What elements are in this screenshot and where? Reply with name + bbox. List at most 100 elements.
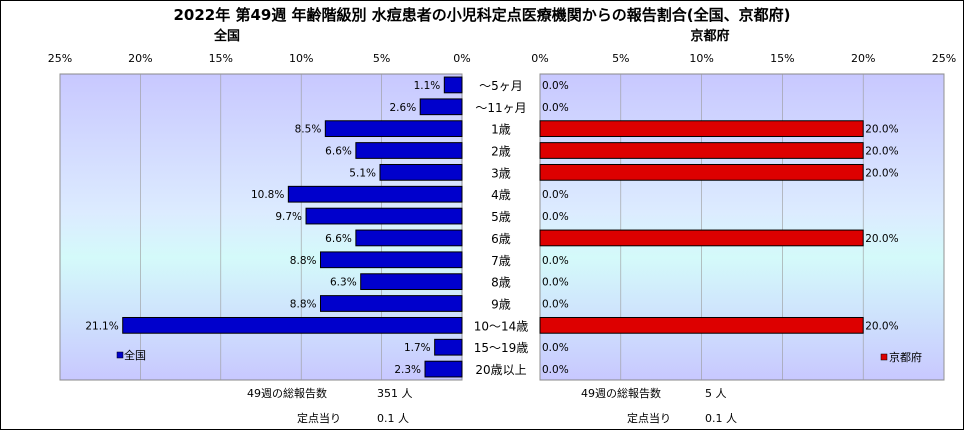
plot-area-kyoto: [539, 73, 945, 381]
category-label: 2歳: [491, 145, 511, 159]
tick-label: 15%: [209, 52, 233, 65]
category-label: 20歳以上: [475, 363, 526, 377]
tick-label: 20%: [851, 52, 875, 65]
legend-national: 全国: [116, 348, 146, 362]
data-label-kyoto: 20.0%: [865, 146, 898, 158]
series-kyoto: 0.0% 0.0% 20.0% 20.0% 20.0% 0.0% 0.0% 20.0% 0.0%…: [539, 80, 899, 376]
legend-swatch-kyoto: [880, 353, 888, 361]
data-label-national: 10.8%: [251, 189, 284, 201]
legend-label-national: 全国: [124, 348, 146, 362]
data-label-national: 9.7%: [275, 211, 302, 223]
data-label-kyoto: 0.0%: [542, 299, 569, 311]
plot-background-national: [59, 73, 463, 381]
bar-national: [379, 163, 463, 181]
bar-national: [287, 185, 463, 203]
category-label: 9歳: [491, 298, 511, 312]
tick-label: 15%: [770, 52, 794, 65]
tick-label: 0%: [453, 52, 470, 65]
data-label-national: 2.6%: [390, 102, 417, 114]
bar-national: [319, 251, 463, 269]
plot-background-kyoto: [539, 73, 945, 381]
bar-national: [319, 295, 463, 312]
data-label-national: 2.3%: [394, 364, 421, 376]
tick-label: 10%: [689, 52, 713, 65]
data-label-national: 5.1%: [349, 167, 376, 179]
national-per-label: 定点当り: [297, 411, 341, 425]
category-label: 1歳: [491, 123, 511, 137]
data-label-kyoto: 0.0%: [542, 80, 569, 92]
legend-swatch-national: [116, 351, 124, 359]
bar-kyoto: [539, 120, 864, 138]
tick-label: 25%: [48, 52, 72, 65]
bar-national: [443, 76, 463, 94]
tick-label: 10%: [289, 52, 313, 65]
category-labels: ～5ヶ月 ～11ヶ月 1歳 2歳 3歳 4歳 5歳 6歳 7歳 8歳 9歳 10～14歳 15～19歳 2…: [474, 79, 529, 377]
data-label-kyoto: 0.0%: [542, 277, 569, 289]
kyoto-per-value: 0.1 人: [705, 412, 737, 425]
chart-title: 2022年 第49週 年齢階級別 水痘患者の小児科定点医療機関からの報告割合(全…: [173, 6, 790, 24]
data-label-kyoto: 0.0%: [542, 189, 569, 201]
data-label-national: 1.7%: [404, 342, 431, 354]
plot-area-national: [59, 73, 463, 381]
legend-kyoto: 京都府: [880, 350, 922, 364]
tick-label: 5%: [612, 52, 629, 65]
tick-label: 25%: [932, 52, 956, 65]
data-label-national: 8.8%: [290, 299, 317, 311]
national-per-value: 0.1 人: [377, 412, 409, 425]
tick-label: 5%: [373, 52, 390, 65]
data-label-kyoto: 0.0%: [542, 211, 569, 223]
category-label: 7歳: [491, 254, 511, 268]
legend-label-kyoto: 京都府: [889, 350, 922, 364]
bar-kyoto: [539, 163, 864, 181]
kyoto-total-label: 49週の総報告数: [581, 386, 661, 400]
category-label: ～5ヶ月: [479, 79, 523, 93]
data-label-national: 6.6%: [325, 146, 352, 158]
national-total-value: 351 人: [377, 387, 413, 400]
tick-label: 0%: [531, 52, 548, 65]
panel-title-kyoto: 京都府: [690, 28, 729, 44]
kyoto-per-label: 定点当り: [627, 411, 671, 425]
data-label-kyoto: 0.0%: [542, 102, 569, 114]
national-total-label: 49週の総報告数: [247, 386, 327, 400]
data-label-national: 8.5%: [295, 124, 322, 136]
data-label-national: 6.6%: [325, 233, 352, 245]
category-label: 8歳: [491, 276, 511, 290]
bar-national: [355, 142, 463, 159]
bar-national: [419, 98, 463, 116]
bar-national: [305, 207, 463, 225]
category-label: 5歳: [491, 210, 511, 224]
data-label-national: 21.1%: [85, 320, 118, 332]
data-label-kyoto: 20.0%: [865, 320, 898, 332]
data-label-national: 1.1%: [414, 80, 441, 92]
data-label-national: 8.8%: [290, 255, 317, 267]
category-label: 6歳: [491, 232, 511, 246]
data-label-kyoto: 0.0%: [542, 255, 569, 267]
bar-national: [424, 360, 463, 378]
bar-kyoto: [539, 316, 864, 334]
bar-national: [324, 120, 463, 138]
category-label: 3歳: [491, 166, 511, 180]
kyoto-total-value: 5 人: [705, 387, 727, 400]
bar-kyoto: [539, 229, 864, 247]
category-label: ～11ヶ月: [475, 101, 526, 115]
data-label-national: 6.3%: [330, 277, 357, 289]
panel-title-national: 全国: [213, 28, 240, 44]
category-label: 4歳: [491, 188, 511, 202]
category-label: 15～19歳: [474, 341, 529, 355]
category-label: 10～14歳: [474, 319, 529, 333]
data-label-kyoto: 20.0%: [865, 167, 898, 179]
bar-national: [122, 316, 463, 334]
x-axis-national: 25% 20% 15% 10% 5% 0%: [48, 52, 471, 65]
bar-kyoto: [539, 142, 864, 159]
tick-label: 20%: [128, 52, 152, 65]
x-axis-kyoto: 0% 5% 10% 15% 20% 25%: [531, 52, 956, 65]
bar-national: [355, 229, 463, 247]
data-label-kyoto: 0.0%: [542, 342, 569, 354]
data-label-kyoto: 20.0%: [865, 124, 898, 136]
data-label-kyoto: 20.0%: [865, 233, 898, 245]
series-national: 1.1%2.6%8.5%6.6%5.1%10.8%9.7%6.6%8.8%6.3…: [85, 76, 463, 378]
bar-national: [434, 338, 463, 356]
data-label-kyoto: 0.0%: [542, 364, 569, 376]
bar-national: [360, 273, 463, 291]
